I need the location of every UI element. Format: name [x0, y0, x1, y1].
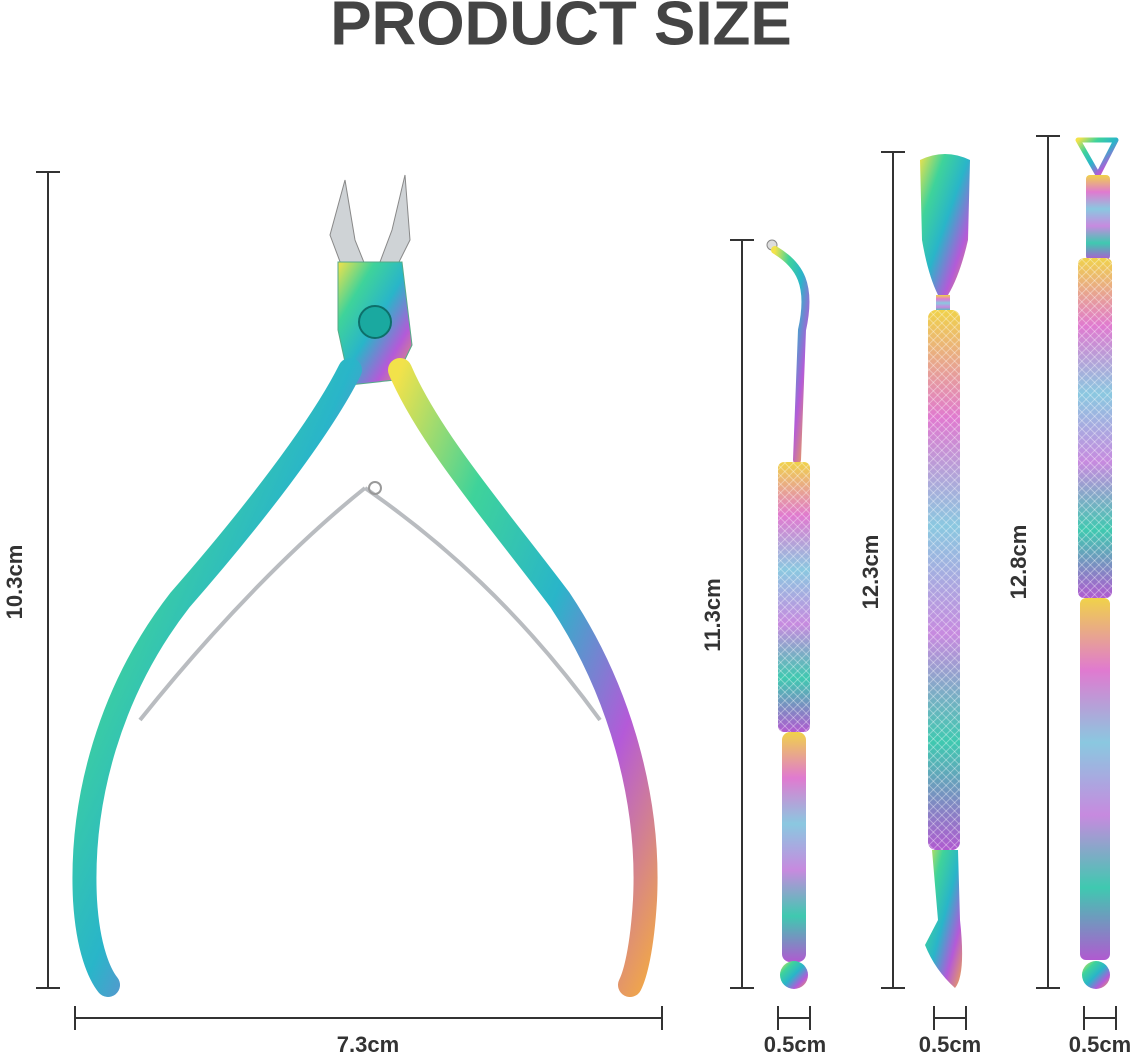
dimension-lines: [36, 135, 1117, 1030]
tool-triangle-remover: [1075, 137, 1119, 989]
cuticle-nipper: [72, 174, 658, 997]
height-label: 11.3cm: [700, 578, 725, 651]
tool-pusher-ball: [766, 239, 810, 989]
width-label: 0.5cm: [919, 1032, 981, 1057]
height-label: 12.3cm: [858, 535, 883, 610]
width-label: 7.3cm: [337, 1032, 399, 1057]
title: PRODUCT SIZE: [330, 0, 792, 58]
height-label: 12.8cm: [1006, 525, 1031, 600]
width-label: 0.5cm: [1069, 1032, 1131, 1057]
tool-pusher-spoon: [920, 154, 970, 988]
width-label: 0.5cm: [764, 1032, 826, 1057]
height-label: 10.3cm: [2, 545, 27, 620]
